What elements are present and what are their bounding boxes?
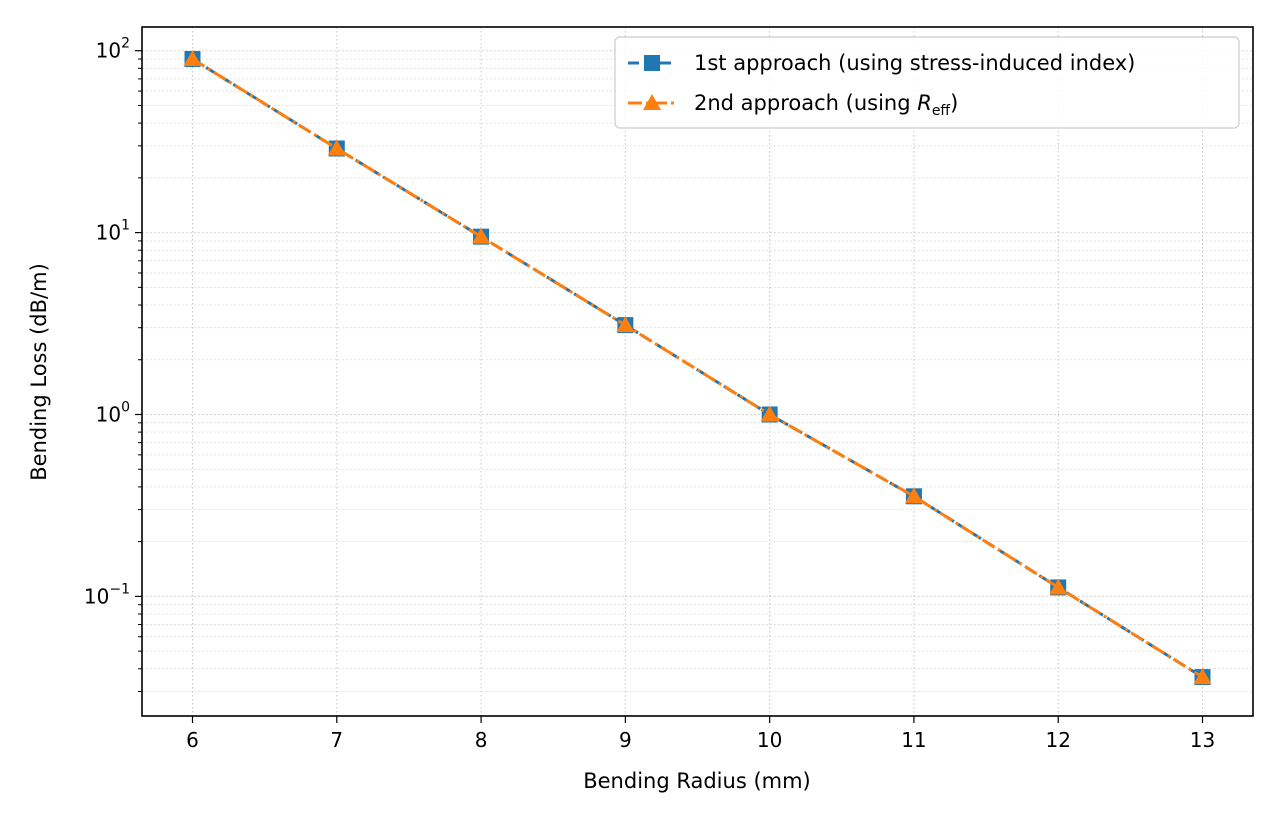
x-axis: 6 7 8 9 10 11 12 13	[186, 716, 1215, 752]
triangle-data-point	[1049, 578, 1068, 595]
y-tick-label: 100	[96, 399, 130, 426]
y-tick-label: 102	[96, 36, 130, 63]
legend-box	[614, 36, 1240, 129]
legend-item-2nd-approach: 2nd approach (using Reff)	[628, 91, 958, 119]
y-tick-base: 10	[84, 584, 109, 608]
legend-square-marker	[644, 55, 660, 71]
triangle-data-point	[760, 405, 779, 422]
y-tick-exponent: 2	[121, 36, 130, 52]
x-tick-label: 13	[1190, 728, 1215, 752]
y-tick-exponent: −1	[109, 581, 130, 597]
y-tick-exponent: 0	[121, 399, 130, 415]
major-grid	[142, 27, 1253, 716]
y-tick-base: 10	[96, 39, 121, 63]
legend-item-1st-approach: 1st approach (using stress-induced index…	[628, 51, 1135, 75]
legend-triangle-marker	[643, 94, 661, 110]
legend-label-2nd-prefix: 2nd approach (using	[694, 91, 917, 115]
y-tick-base: 10	[96, 221, 121, 245]
series-line-2nd-approach	[191, 57, 1204, 679]
series-layer	[183, 50, 1212, 686]
legend-label-2nd-approach: 2nd approach (using Reff)	[694, 91, 958, 119]
triangle-data-point	[183, 50, 202, 67]
triangle-data-point	[1193, 668, 1212, 685]
x-tick-label: 8	[475, 728, 488, 752]
x-tick-label: 6	[186, 728, 199, 752]
legend-label-2nd-subscript: eff	[932, 103, 951, 119]
legend-label-2nd-suffix: )	[950, 91, 958, 115]
x-tick-label: 12	[1045, 728, 1070, 752]
legend-label-2nd-variable: R	[917, 91, 932, 115]
triangle-data-point	[616, 316, 635, 333]
legend: 1st approach (using stress-induced index…	[614, 36, 1240, 129]
plot-frame	[141, 26, 1254, 717]
triangle-data-point	[904, 487, 923, 504]
x-tick-label: 11	[901, 728, 926, 752]
triangle-data-point	[472, 227, 491, 244]
y-tick-label: 101	[96, 218, 130, 245]
y-axis-label: Bending Loss (dB/m)	[27, 263, 51, 481]
legend-label-1st-approach: 1st approach (using stress-induced index…	[694, 51, 1135, 75]
x-tick-label: 10	[757, 728, 782, 752]
y-tick-base: 10	[96, 402, 121, 426]
y-tick-exponent: 1	[121, 218, 130, 234]
x-tick-label: 7	[330, 728, 343, 752]
x-tick-label: 9	[619, 728, 632, 752]
y-tick-label: 10−1	[84, 581, 130, 608]
minor-grid	[142, 58, 1253, 692]
triangle-data-point	[327, 139, 346, 156]
x-axis-label: Bending Radius (mm)	[583, 769, 811, 793]
